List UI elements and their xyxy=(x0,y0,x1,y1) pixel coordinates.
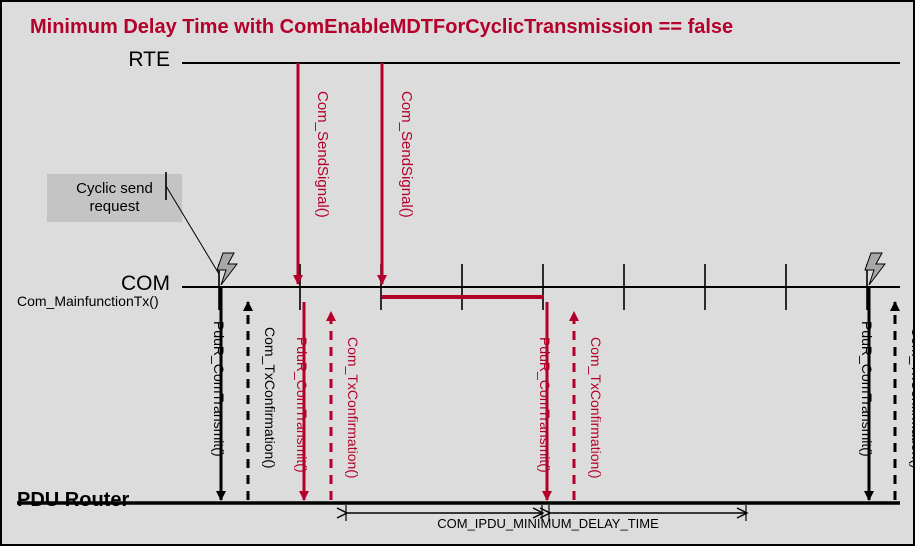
svg-text:Com_TxConfirmation(): Com_TxConfirmation() xyxy=(262,327,278,469)
svg-text:PduR_ComTransmit(): PduR_ComTransmit() xyxy=(859,321,875,457)
diagram-svg: Com_SendSignal() Com_SendSignal() PduR_Com… xyxy=(2,2,915,548)
diagram-canvas: Minimum Delay Time with ComEnableMDTForC… xyxy=(0,0,915,546)
svg-text:Com_TxConfirmation(): Com_TxConfirmation() xyxy=(588,337,604,479)
svg-text:Com_SendSignal(): Com_SendSignal() xyxy=(398,91,415,218)
svg-text:Com_TxConfirmation(): Com_TxConfirmation() xyxy=(345,337,361,479)
svg-text:Com_TxConfirmation(): Com_TxConfirmation() xyxy=(909,327,915,469)
svg-text:PduR_ComTransmit(): PduR_ComTransmit() xyxy=(294,337,310,473)
svg-text:COM_IPDU_MINIMUM_DELAY_TIME: COM_IPDU_MINIMUM_DELAY_TIME xyxy=(437,516,659,531)
svg-text:PduR_ComTransmit(): PduR_ComTransmit() xyxy=(211,321,227,457)
svg-text:PduR_ComTransmit(): PduR_ComTransmit() xyxy=(537,337,553,473)
svg-text:Com_SendSignal(): Com_SendSignal() xyxy=(314,91,331,218)
